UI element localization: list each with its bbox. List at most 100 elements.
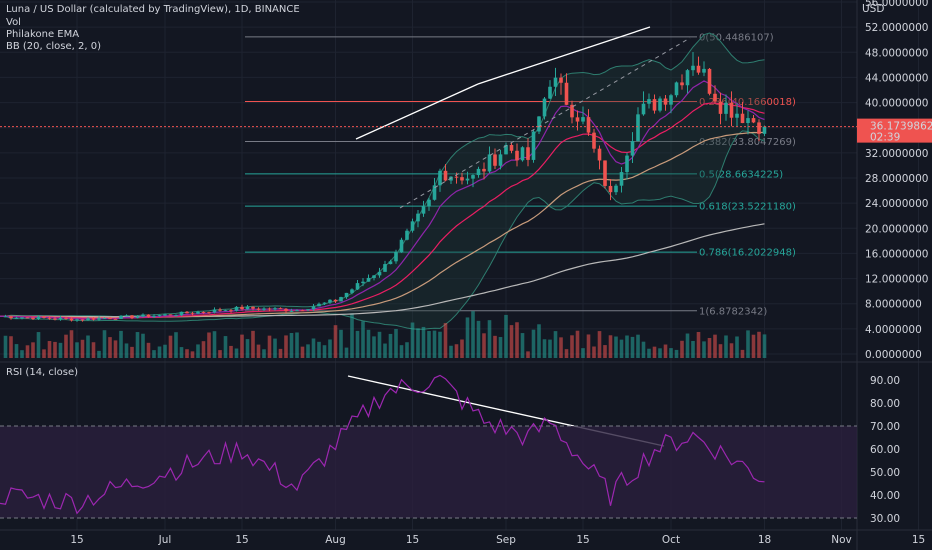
ema-lines — [0, 80, 765, 320]
candle-body — [267, 308, 272, 310]
candle-body — [108, 318, 112, 320]
candle-body — [251, 306, 255, 309]
volume-bar — [240, 334, 244, 358]
candle-body — [383, 264, 387, 272]
volume-bar — [256, 344, 261, 358]
candle-body — [762, 126, 767, 134]
candle-body — [735, 113, 739, 118]
volume-bar — [58, 342, 63, 358]
candle-body — [680, 82, 684, 86]
candle-body — [553, 77, 558, 87]
candle-body — [311, 306, 316, 310]
volume-bar — [542, 339, 547, 358]
time-tick-label: Sep — [496, 534, 516, 546]
volume-bar — [586, 334, 591, 358]
volume-bar — [608, 335, 613, 358]
candle-body — [559, 77, 563, 83]
candle-body — [322, 302, 327, 304]
volume-bar — [366, 329, 371, 358]
indicator-vol[interactable]: Vol — [6, 17, 21, 28]
volume-bar — [652, 346, 657, 358]
volume-bar — [487, 320, 492, 358]
candle-body — [86, 318, 90, 320]
volume-bar — [564, 349, 569, 358]
volume-bar — [438, 331, 442, 358]
trendline-upper-b — [477, 26, 651, 85]
candlesticks[interactable] — [3, 51, 767, 322]
volume-bar — [388, 333, 393, 358]
fib-label: 0.236(40.1660018) — [699, 97, 796, 108]
volume-bar — [476, 320, 481, 358]
price-tick-label: 48.0000000 — [865, 47, 928, 59]
volume-bar — [548, 339, 552, 358]
candle-body — [454, 176, 459, 178]
candle-body — [504, 144, 508, 155]
volume-bar — [31, 342, 35, 358]
volume-bar — [449, 345, 453, 358]
price-tick-label: 24.0000000 — [865, 198, 928, 210]
volume-bar — [416, 328, 420, 358]
indicator-ema[interactable]: Philakone EMA — [6, 29, 80, 40]
candle-body — [707, 68, 712, 94]
candle-body — [190, 313, 195, 315]
price-axis[interactable]: 0.0000000 4.0000000 8.0000000 12.0000000 16.… — [0, 0, 932, 361]
volume-bar — [229, 345, 233, 358]
indicator-bb[interactable]: BB (20, close, 2, 0) — [6, 41, 101, 52]
trendline-upper-a — [355, 83, 479, 140]
candle-body — [410, 221, 415, 231]
candle-body — [317, 303, 321, 307]
fib-retracement[interactable]: 0(50.4486107) 0.236(40.1660018) 0.382(33.8… — [245, 32, 796, 317]
fib-label: 0.382(33.8047269) — [699, 137, 796, 148]
rsi-band — [0, 426, 857, 518]
candle-body — [471, 175, 475, 179]
volume-bar — [482, 333, 486, 358]
volume-bar — [762, 334, 767, 358]
ema-fast — [0, 80, 765, 320]
candle-body — [278, 308, 283, 310]
time-tick-label: Oct — [662, 534, 680, 546]
volume-bar — [64, 334, 68, 358]
volume-bar — [212, 331, 217, 358]
time-tick-label: Nov — [831, 534, 852, 546]
time-tick-label: Jul — [158, 534, 172, 546]
candle-body — [399, 239, 404, 253]
candle-body — [361, 281, 365, 284]
fib-label: 0.786(16.2022948) — [699, 248, 796, 259]
volume-bar — [372, 336, 376, 358]
volume-bar — [185, 349, 189, 358]
volume-bar — [317, 341, 321, 358]
volume-bar — [377, 331, 382, 358]
volume-bar — [498, 337, 503, 358]
volume-bar — [14, 344, 19, 358]
candle-body — [476, 168, 481, 176]
candle-body — [531, 131, 536, 160]
rsi-tick-label: 60.00 — [870, 444, 900, 456]
volume-bar — [619, 339, 624, 358]
chart-title: Luna / US Dollar (calculated by TradingV… — [6, 4, 300, 15]
candle-body — [130, 315, 134, 318]
volume-bar — [641, 341, 646, 358]
volume-bar — [163, 344, 167, 358]
fib-label: 0.5(28.6634225) — [699, 169, 783, 180]
candle-body — [207, 312, 211, 314]
volume-bar — [339, 329, 343, 358]
volume-bar — [625, 335, 629, 358]
volume-bar — [223, 336, 228, 358]
volume-bar — [603, 345, 607, 358]
volume-bar — [493, 335, 497, 358]
candle-body — [300, 310, 305, 312]
volume-bar — [592, 346, 596, 358]
volume-bar — [636, 334, 640, 358]
price-tick-label: 44.0000000 — [865, 72, 928, 84]
volume-bar — [168, 335, 173, 358]
candle-body — [372, 275, 376, 278]
candle-body — [196, 311, 200, 314]
time-axis[interactable]: 15 Jul 15 Aug 15 Sep 15 Oct 18 Nov 15 — [70, 534, 925, 546]
volume-bar — [251, 330, 255, 358]
rsi-title[interactable]: RSI (14, close) — [6, 367, 79, 378]
volume-bar — [306, 344, 310, 358]
volume-bar — [432, 330, 437, 358]
volume-bar — [179, 347, 184, 358]
volume-bar — [614, 336, 618, 358]
